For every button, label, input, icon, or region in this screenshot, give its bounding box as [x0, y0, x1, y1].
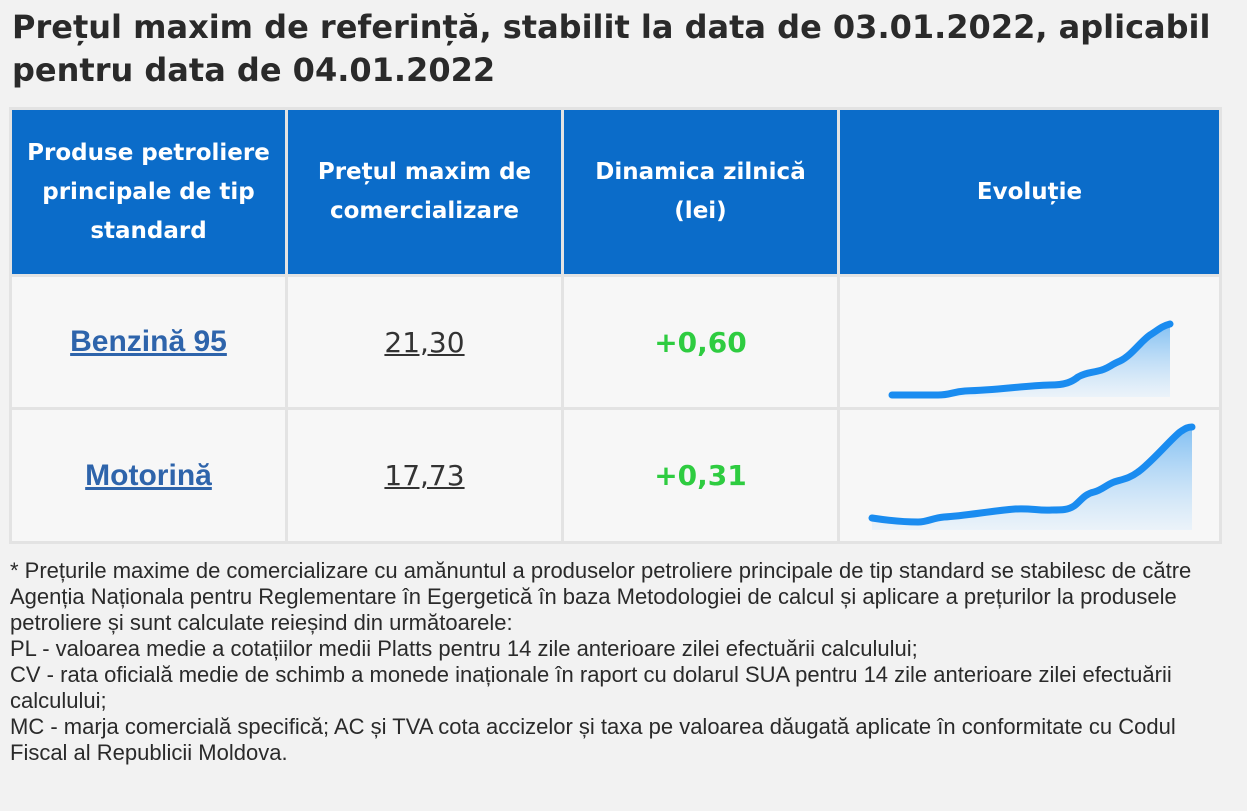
- sparkline-line: [888, 320, 1174, 399]
- footnote-mc: MC - marja comercială specifică; AC și T…: [10, 714, 1176, 765]
- table-row-change: +0,60: [564, 277, 837, 407]
- sparkline-area: [872, 427, 1192, 530]
- product-link-motorina[interactable]: Motorină: [85, 458, 212, 492]
- table-row-change: +0,31: [564, 410, 837, 541]
- product-link-benzina[interactable]: Benzină 95: [70, 325, 227, 358]
- table-row-evolution: [840, 410, 1219, 541]
- sparkline-motorina: [868, 423, 1196, 530]
- change-value: +0,60: [654, 325, 747, 359]
- header-product: Produse petroliere principale de tip sta…: [12, 110, 285, 274]
- header-change-label: Dinamica zilnică (lei): [595, 159, 806, 224]
- sparkline-area: [892, 324, 1170, 397]
- table-row-price: 17,73: [288, 410, 561, 541]
- sparkline-benzina: [888, 320, 1174, 399]
- table-row-evolution: [840, 277, 1219, 407]
- header-price-label: Prețul maxim de comercializare: [317, 159, 532, 224]
- header-product-label: Produse petroliere principale de tip sta…: [27, 139, 270, 244]
- table-row-product: Benzină 95: [12, 277, 285, 407]
- header-change: Dinamica zilnică (lei): [564, 110, 837, 274]
- footnote-intro: * Prețurile maxime de comercializare cu …: [10, 558, 1192, 635]
- sparkline-line: [868, 423, 1196, 526]
- table-row-price: 21,30: [288, 277, 561, 407]
- price-table: Produse petroliere principale de tip sta…: [9, 107, 1222, 544]
- price-value: 21,30: [384, 325, 465, 359]
- header-price: Prețul maxim de comercializare: [288, 110, 561, 274]
- table-row-product: Motorină: [12, 410, 285, 541]
- footnote-cv: CV - rata oficială medie de schimb a mon…: [10, 662, 1172, 713]
- header-evolution-label: Evoluție: [976, 178, 1083, 205]
- price-value: 17,73: [384, 459, 465, 492]
- footnote: * Prețurile maxime de comercializare cu …: [10, 558, 1235, 766]
- footnote-pl: PL - valoarea medie a cotațiilor medii P…: [10, 636, 918, 661]
- header-evolution: Evoluție: [840, 110, 1219, 274]
- page-title: Prețul maxim de referință, stabilit la d…: [12, 8, 1211, 89]
- change-value: +0,31: [654, 459, 747, 492]
